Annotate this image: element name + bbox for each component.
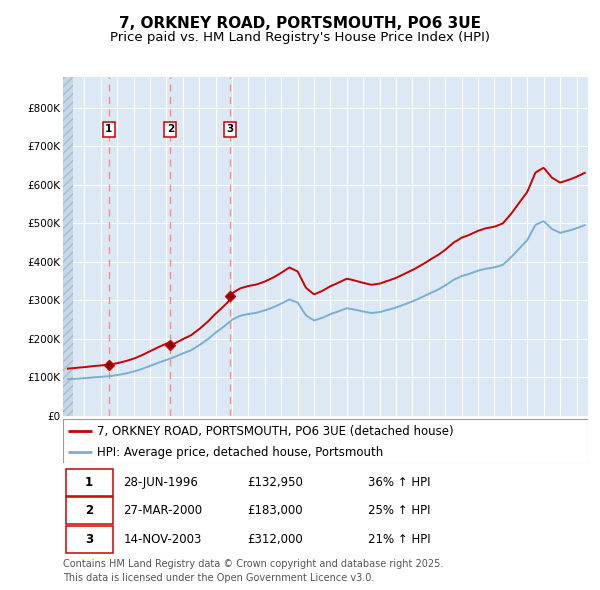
Text: 28-JUN-1996: 28-JUN-1996 (124, 476, 198, 489)
Text: £312,000: £312,000 (247, 533, 302, 546)
Text: 36% ↑ HPI: 36% ↑ HPI (367, 476, 430, 489)
Text: 1: 1 (85, 476, 94, 489)
Text: £132,950: £132,950 (247, 476, 302, 489)
FancyBboxPatch shape (65, 497, 113, 525)
Text: 7, ORKNEY ROAD, PORTSMOUTH, PO6 3UE: 7, ORKNEY ROAD, PORTSMOUTH, PO6 3UE (119, 16, 481, 31)
Text: Price paid vs. HM Land Registry's House Price Index (HPI): Price paid vs. HM Land Registry's House … (110, 31, 490, 44)
Text: 3: 3 (85, 533, 94, 546)
Text: 25% ↑ HPI: 25% ↑ HPI (367, 504, 430, 517)
Text: 1: 1 (105, 124, 112, 135)
Bar (63, 77, 73, 416)
Text: 2: 2 (85, 504, 94, 517)
Text: 7, ORKNEY ROAD, PORTSMOUTH, PO6 3UE (detached house): 7, ORKNEY ROAD, PORTSMOUTH, PO6 3UE (det… (97, 425, 454, 438)
Text: 3: 3 (226, 124, 233, 135)
FancyBboxPatch shape (65, 469, 113, 496)
Text: 14-NOV-2003: 14-NOV-2003 (124, 533, 202, 546)
Text: 2: 2 (167, 124, 174, 135)
Text: HPI: Average price, detached house, Portsmouth: HPI: Average price, detached house, Port… (97, 445, 383, 458)
Text: 27-MAR-2000: 27-MAR-2000 (124, 504, 203, 517)
Text: Contains HM Land Registry data © Crown copyright and database right 2025.
This d: Contains HM Land Registry data © Crown c… (63, 559, 443, 582)
Text: 21% ↑ HPI: 21% ↑ HPI (367, 533, 430, 546)
Text: £183,000: £183,000 (247, 504, 302, 517)
FancyBboxPatch shape (65, 526, 113, 553)
